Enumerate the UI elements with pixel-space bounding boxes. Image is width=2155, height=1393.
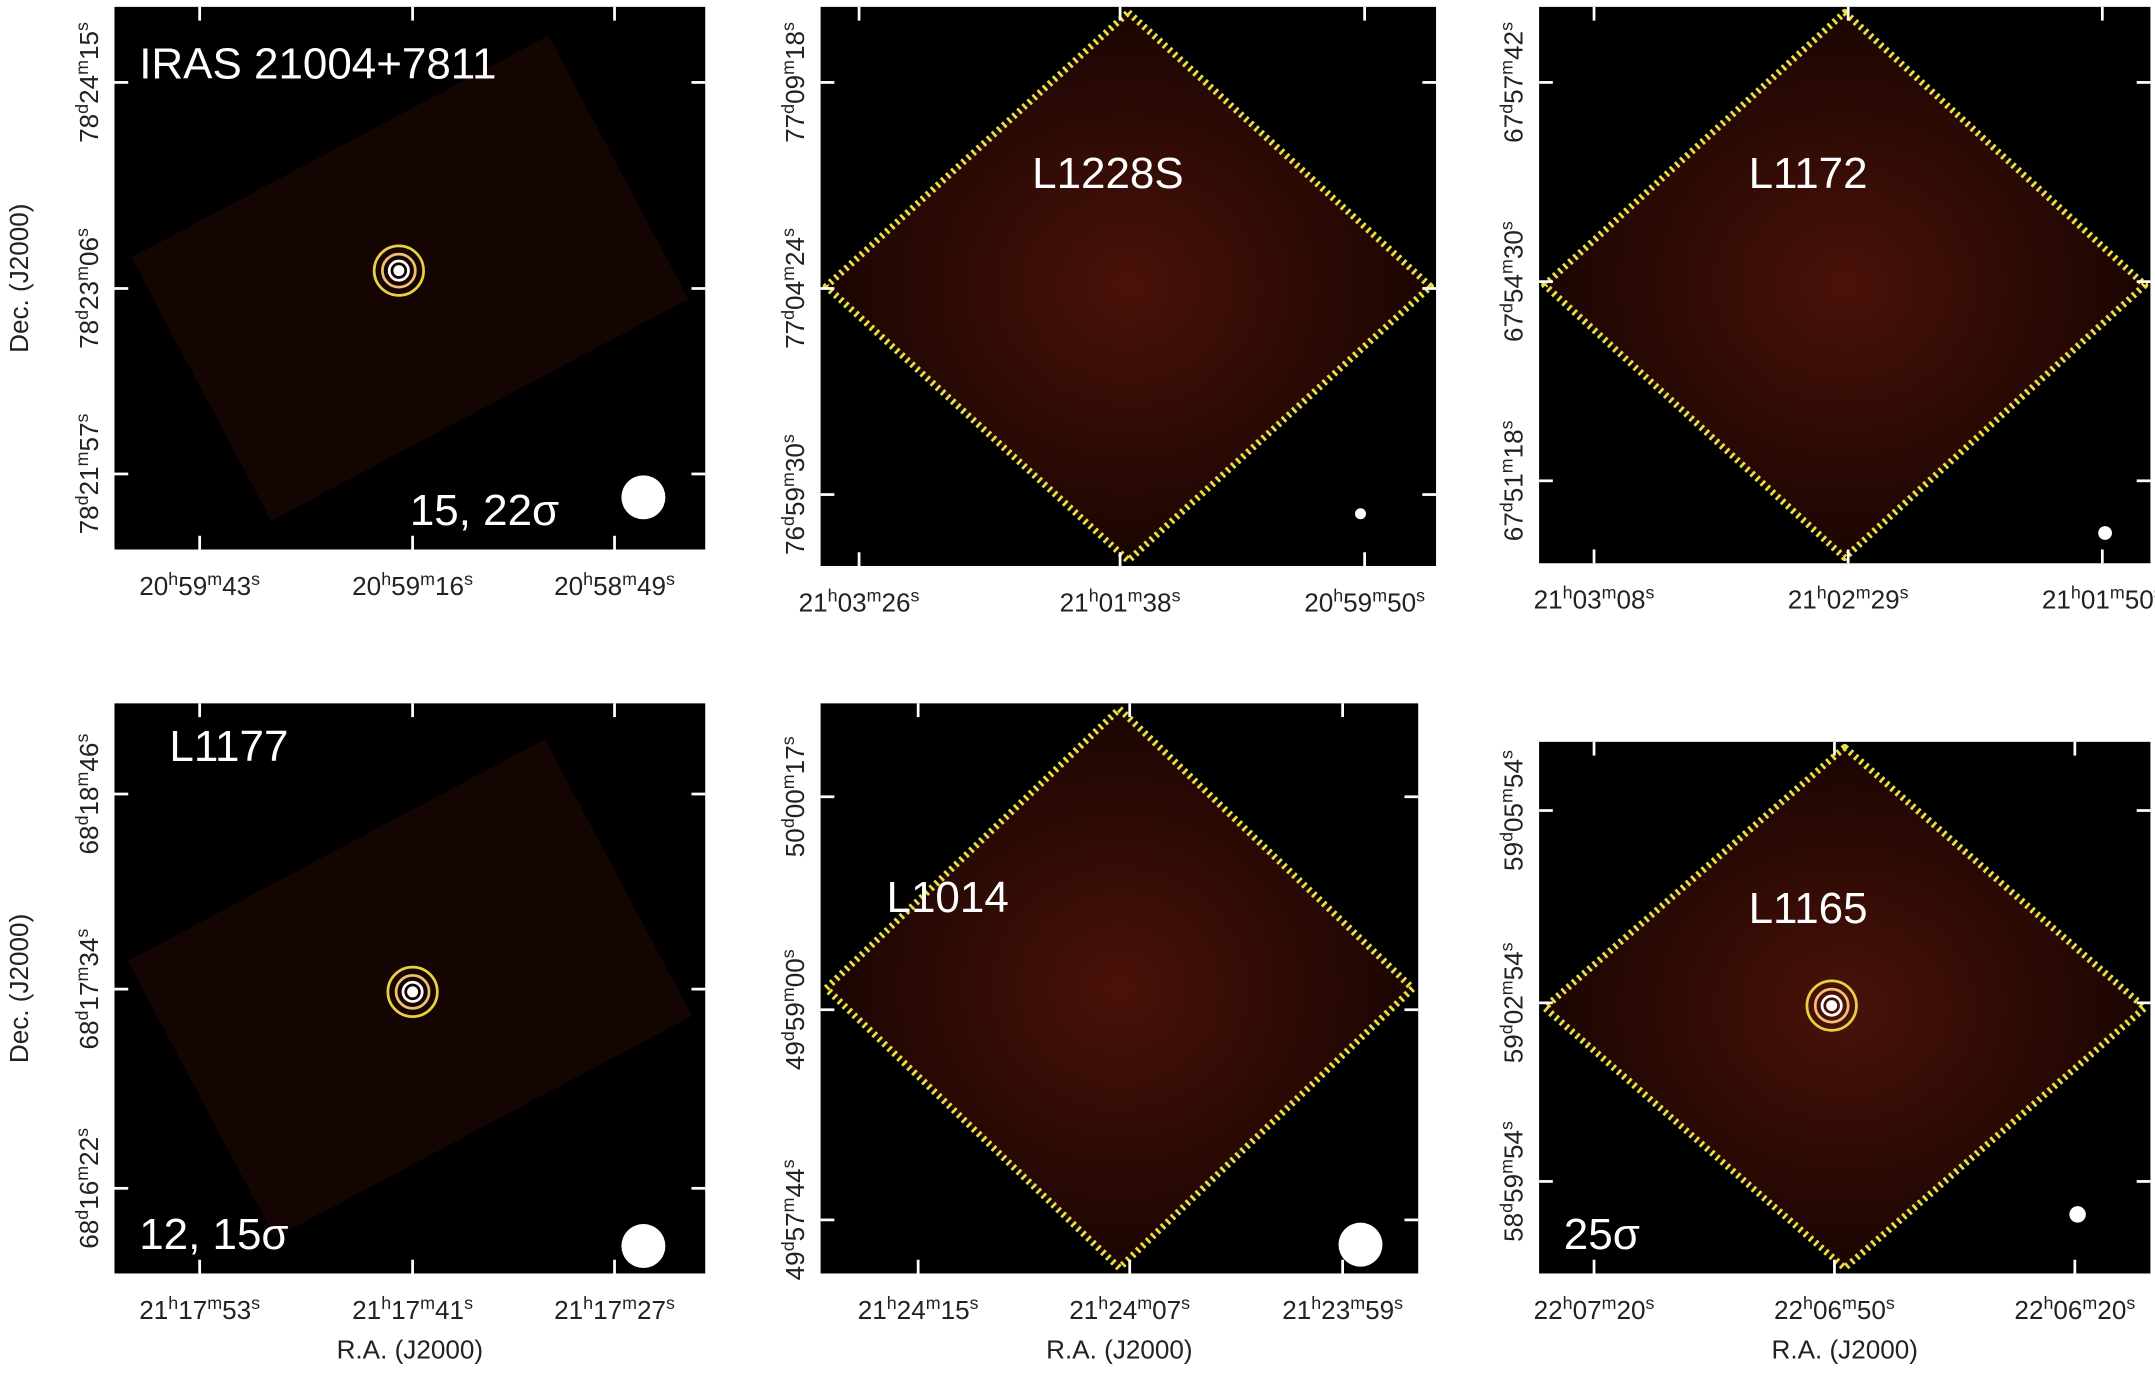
- dec-tick-label: 67d57m42s: [1497, 22, 1529, 143]
- contour: [407, 986, 419, 998]
- ra-tick-label: 21h24m15s: [858, 1293, 979, 1325]
- ra-tick-label: 20h59m50s: [1304, 585, 1425, 617]
- noise-level: 25σ: [1564, 1210, 1640, 1259]
- dec-tick-label: 68d17m34s: [72, 929, 104, 1050]
- dec-tick-label: 67d54m30s: [1497, 221, 1529, 342]
- ra-tick-label: 21h17m53s: [139, 1293, 260, 1325]
- dec-tick-label: 78d21m57s: [72, 413, 104, 534]
- ra-tick-label: 21h02m29s: [1788, 583, 1909, 615]
- noise-level: 15, 22σ: [410, 486, 559, 535]
- panel-title: L1014: [887, 873, 1009, 922]
- y-axis-label: Dec. (J2000): [4, 914, 34, 1063]
- ra-tick-label: 21h24m07s: [1069, 1293, 1190, 1325]
- dec-tick-label: 68d16m22s: [72, 1128, 104, 1249]
- ra-tick-label: 20h58m49s: [554, 569, 675, 601]
- contour: [1820, 994, 1843, 1017]
- beam: [2069, 1206, 2086, 1223]
- beam: [1355, 508, 1366, 520]
- contour: [394, 974, 431, 1010]
- dec-tick-label: 49d57m44s: [778, 1159, 810, 1280]
- panel-title: L1172: [1749, 149, 1868, 198]
- beam: [2098, 526, 2112, 540]
- dec-tick-label: 78d24m15s: [72, 22, 104, 143]
- ra-tick-label: 22h06m50s: [1774, 1293, 1895, 1325]
- map-field: [1541, 743, 2149, 1272]
- contour: [387, 259, 410, 282]
- dec-tick-label: 77d09m18s: [778, 22, 810, 143]
- dec-tick-label: 49d59m00s: [778, 949, 810, 1070]
- ra-tick-label: 21h23m59s: [1282, 1293, 1403, 1325]
- contour: [1826, 1000, 1838, 1012]
- contour: [381, 252, 417, 289]
- ra-tick-label: 21h01m50s: [2042, 583, 2155, 615]
- beam: [621, 475, 666, 520]
- ra-tick-label: 22h06m20s: [2014, 1293, 2135, 1325]
- ra-tick-label: 20h59m16s: [352, 569, 473, 601]
- ra-tick-label: 21h03m26s: [799, 585, 920, 617]
- ra-tick-label: 21h01m38s: [1060, 585, 1181, 617]
- dec-tick-label: 59d05m54s: [1497, 750, 1529, 871]
- x-axis-label: R.A. (J2000): [337, 1335, 483, 1365]
- contour: [386, 965, 439, 1018]
- dec-tick-label: 50d00m17s: [778, 736, 810, 857]
- dec-tick-label: 76d59m30s: [778, 434, 810, 555]
- panel-title: L1228S: [1032, 149, 1184, 198]
- contour: [1805, 979, 1858, 1032]
- ra-tick-label: 21h17m27s: [554, 1293, 675, 1325]
- map-field: [131, 35, 689, 521]
- contour: [372, 244, 425, 297]
- dec-tick-label: 67d51m18s: [1497, 420, 1529, 541]
- dec-tick-label: 78d23m06s: [72, 228, 104, 349]
- panel-title: L1177: [169, 722, 288, 771]
- map-field: [1541, 8, 2149, 562]
- contour: [401, 980, 424, 1003]
- dec-tick-label: 77d04m24s: [778, 228, 810, 349]
- contour: [1813, 987, 1850, 1024]
- ra-tick-label: 20h59m43s: [139, 569, 260, 601]
- ra-tick-label: 21h17m41s: [352, 1293, 473, 1325]
- beam: [1338, 1222, 1383, 1267]
- contour: [393, 265, 405, 277]
- panel-title: IRAS 21004+7811: [139, 39, 496, 88]
- panel-title: L1165: [1749, 884, 1868, 933]
- dec-tick-label: 58d59m54s: [1497, 1121, 1529, 1242]
- x-axis-label: R.A. (J2000): [1046, 1335, 1192, 1365]
- x-axis-label: R.A. (J2000): [1772, 1335, 1918, 1365]
- noise-level: 12, 15σ: [139, 1210, 288, 1259]
- beam: [621, 1224, 666, 1268]
- dec-tick-label: 59d02m54s: [1497, 942, 1529, 1063]
- ra-tick-label: 22h07m20s: [1534, 1293, 1655, 1325]
- ra-tick-label: 21h03m08s: [1534, 583, 1655, 615]
- y-axis-label: Dec. (J2000): [4, 203, 34, 352]
- dec-tick-label: 68d18m46s: [72, 734, 104, 855]
